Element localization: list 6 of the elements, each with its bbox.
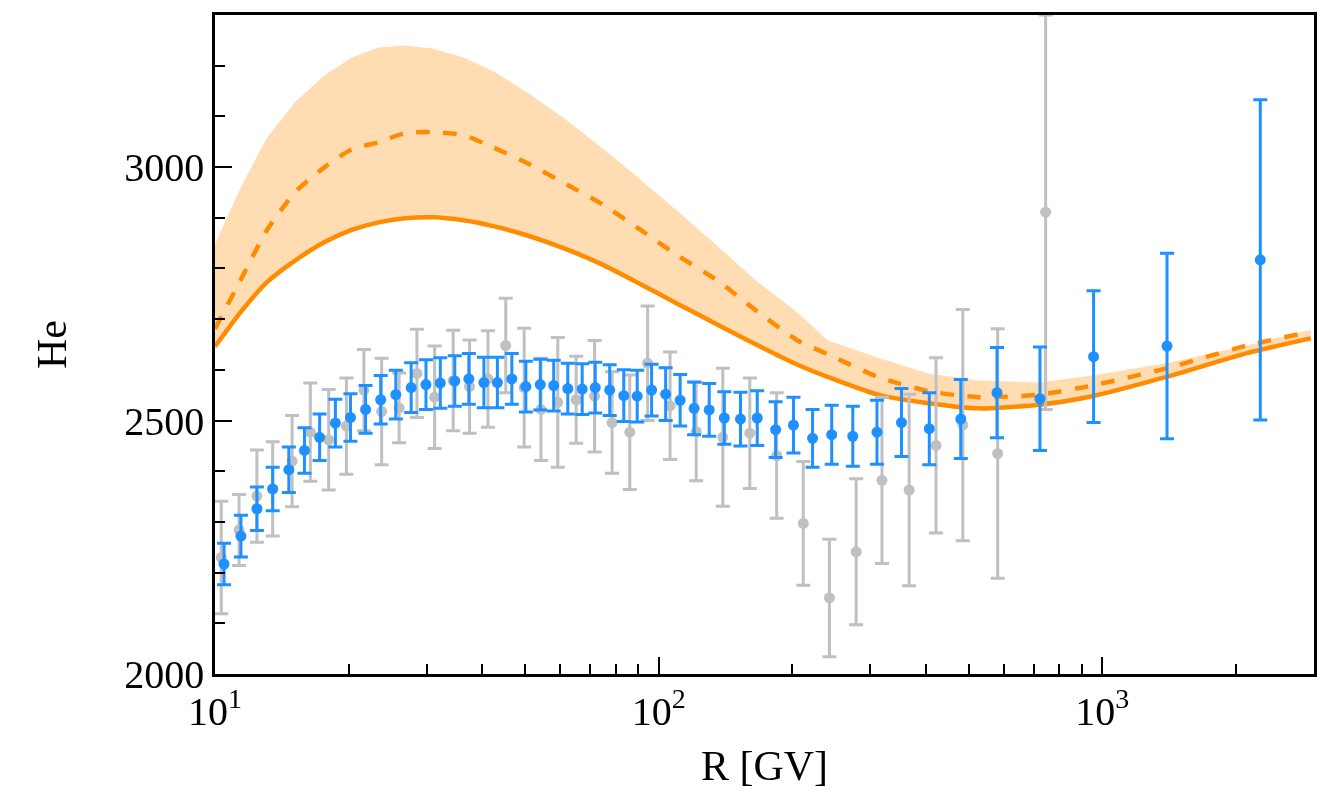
- y-tick-label: 2500: [124, 398, 205, 444]
- y-tick-label: 3000: [124, 145, 205, 191]
- x-tick-label: 10$^{3}$: [1075, 682, 1130, 734]
- x-axis-title: R [GV]: [700, 742, 829, 789]
- y-axis-title: He: [29, 320, 76, 369]
- x-tick-label: 10$^{2}$: [631, 682, 686, 734]
